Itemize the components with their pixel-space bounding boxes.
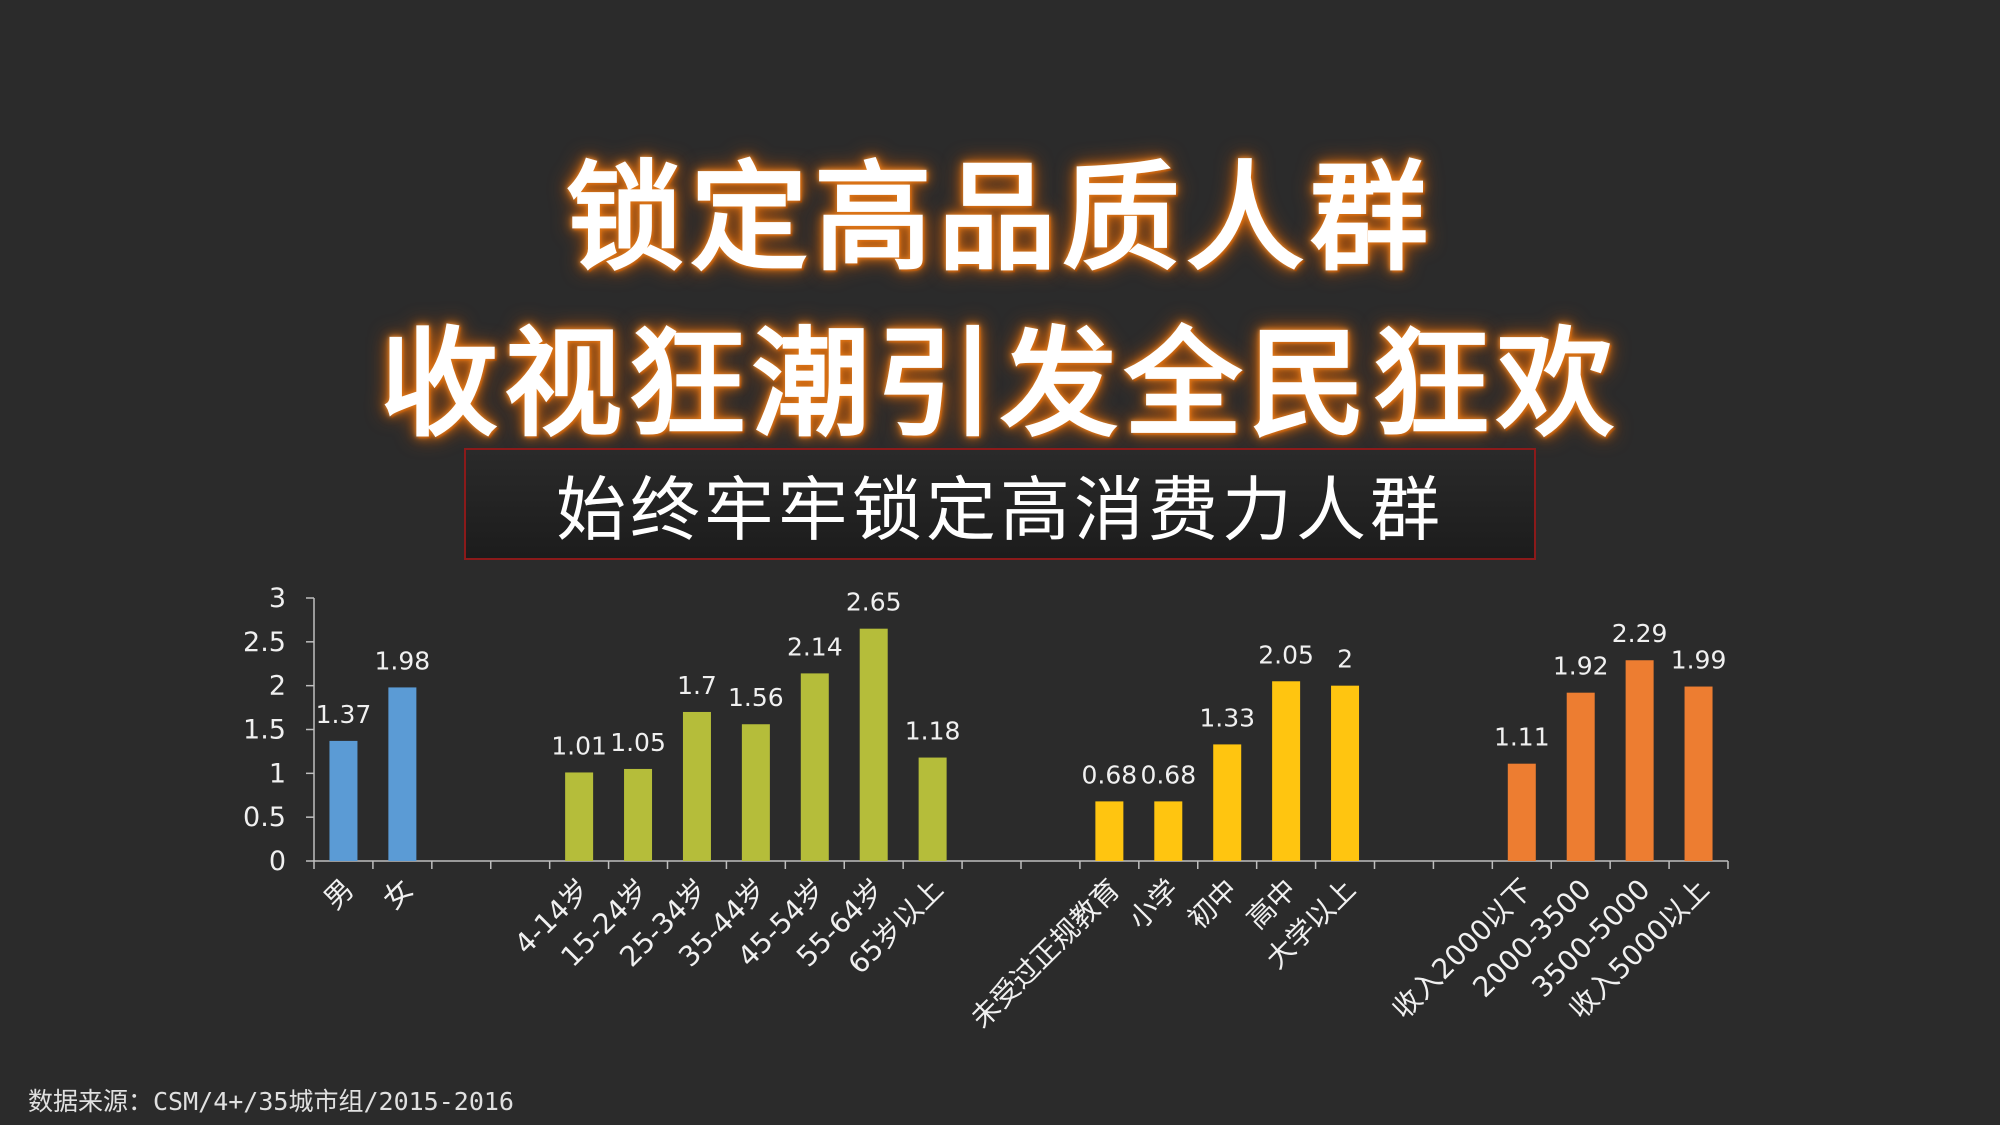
bar — [1095, 801, 1124, 861]
bar-value-label: 2.14 — [787, 632, 843, 661]
y-tick-label: 0 — [269, 846, 286, 877]
x-category-label: 男 — [317, 873, 360, 916]
bar-value-label: 1.7 — [677, 671, 717, 700]
bar — [682, 711, 711, 861]
bar — [1154, 801, 1183, 861]
bar — [1213, 744, 1242, 861]
bar-value-label: 1.18 — [905, 717, 961, 746]
bar — [1684, 686, 1713, 861]
y-tick-label: 2.5 — [243, 627, 286, 658]
bar-value-label: 1.56 — [728, 683, 784, 712]
bar — [1625, 660, 1654, 861]
title-line-1: 锁定高品质人群 — [565, 149, 1434, 287]
bar — [1331, 685, 1360, 861]
bar — [918, 757, 947, 861]
bar — [1272, 681, 1301, 861]
bar-value-label: 1.11 — [1494, 723, 1550, 752]
y-tick-label: 1 — [269, 758, 286, 789]
bar — [1566, 692, 1595, 861]
bar — [1507, 763, 1536, 861]
x-category-label: 未受过正规教育 — [964, 873, 1126, 1035]
bar-value-label: 0.68 — [1140, 760, 1196, 789]
bar-value-label: 1.33 — [1199, 703, 1255, 732]
bar-value-label: 1.99 — [1671, 646, 1727, 675]
y-tick-label: 1.5 — [243, 715, 286, 746]
title-line-2: 收视狂潮引发全民狂欢 — [379, 315, 1620, 453]
bar-value-label: 1.01 — [551, 731, 607, 760]
bar-value-label: 1.05 — [610, 728, 666, 757]
bar-value-label: 1.98 — [375, 646, 431, 675]
bar-value-label: 0.68 — [1082, 760, 1138, 789]
bar — [800, 673, 829, 861]
bar — [624, 768, 653, 861]
bar — [859, 628, 888, 861]
y-tick-label: 2 — [269, 671, 286, 702]
bar — [329, 740, 358, 861]
subtitle: 始终牢牢锁定高消费力人群 — [556, 468, 1444, 551]
data-source-note: 数据来源：CSM/4+/35城市组/2015-2016 — [28, 1087, 514, 1116]
bar-value-label: 2.65 — [846, 588, 902, 617]
subtitle-box: 始终牢牢锁定高消费力人群 — [464, 448, 1536, 560]
x-category-label: 小学 — [1122, 873, 1185, 936]
bar — [741, 724, 770, 861]
bar — [388, 687, 417, 861]
y-tick-label: 3 — [269, 583, 286, 614]
bar — [565, 772, 594, 861]
bar-value-label: 2.05 — [1258, 640, 1314, 669]
bar-value-label: 1.37 — [316, 700, 372, 729]
x-category-label: 初中 — [1181, 873, 1244, 936]
x-category-label: 女 — [376, 873, 419, 916]
bar-value-label: 2.29 — [1612, 619, 1668, 648]
y-tick-label: 0.5 — [243, 802, 286, 833]
bar-value-label: 1.92 — [1553, 652, 1609, 681]
bar-value-label: 2 — [1337, 645, 1353, 674]
